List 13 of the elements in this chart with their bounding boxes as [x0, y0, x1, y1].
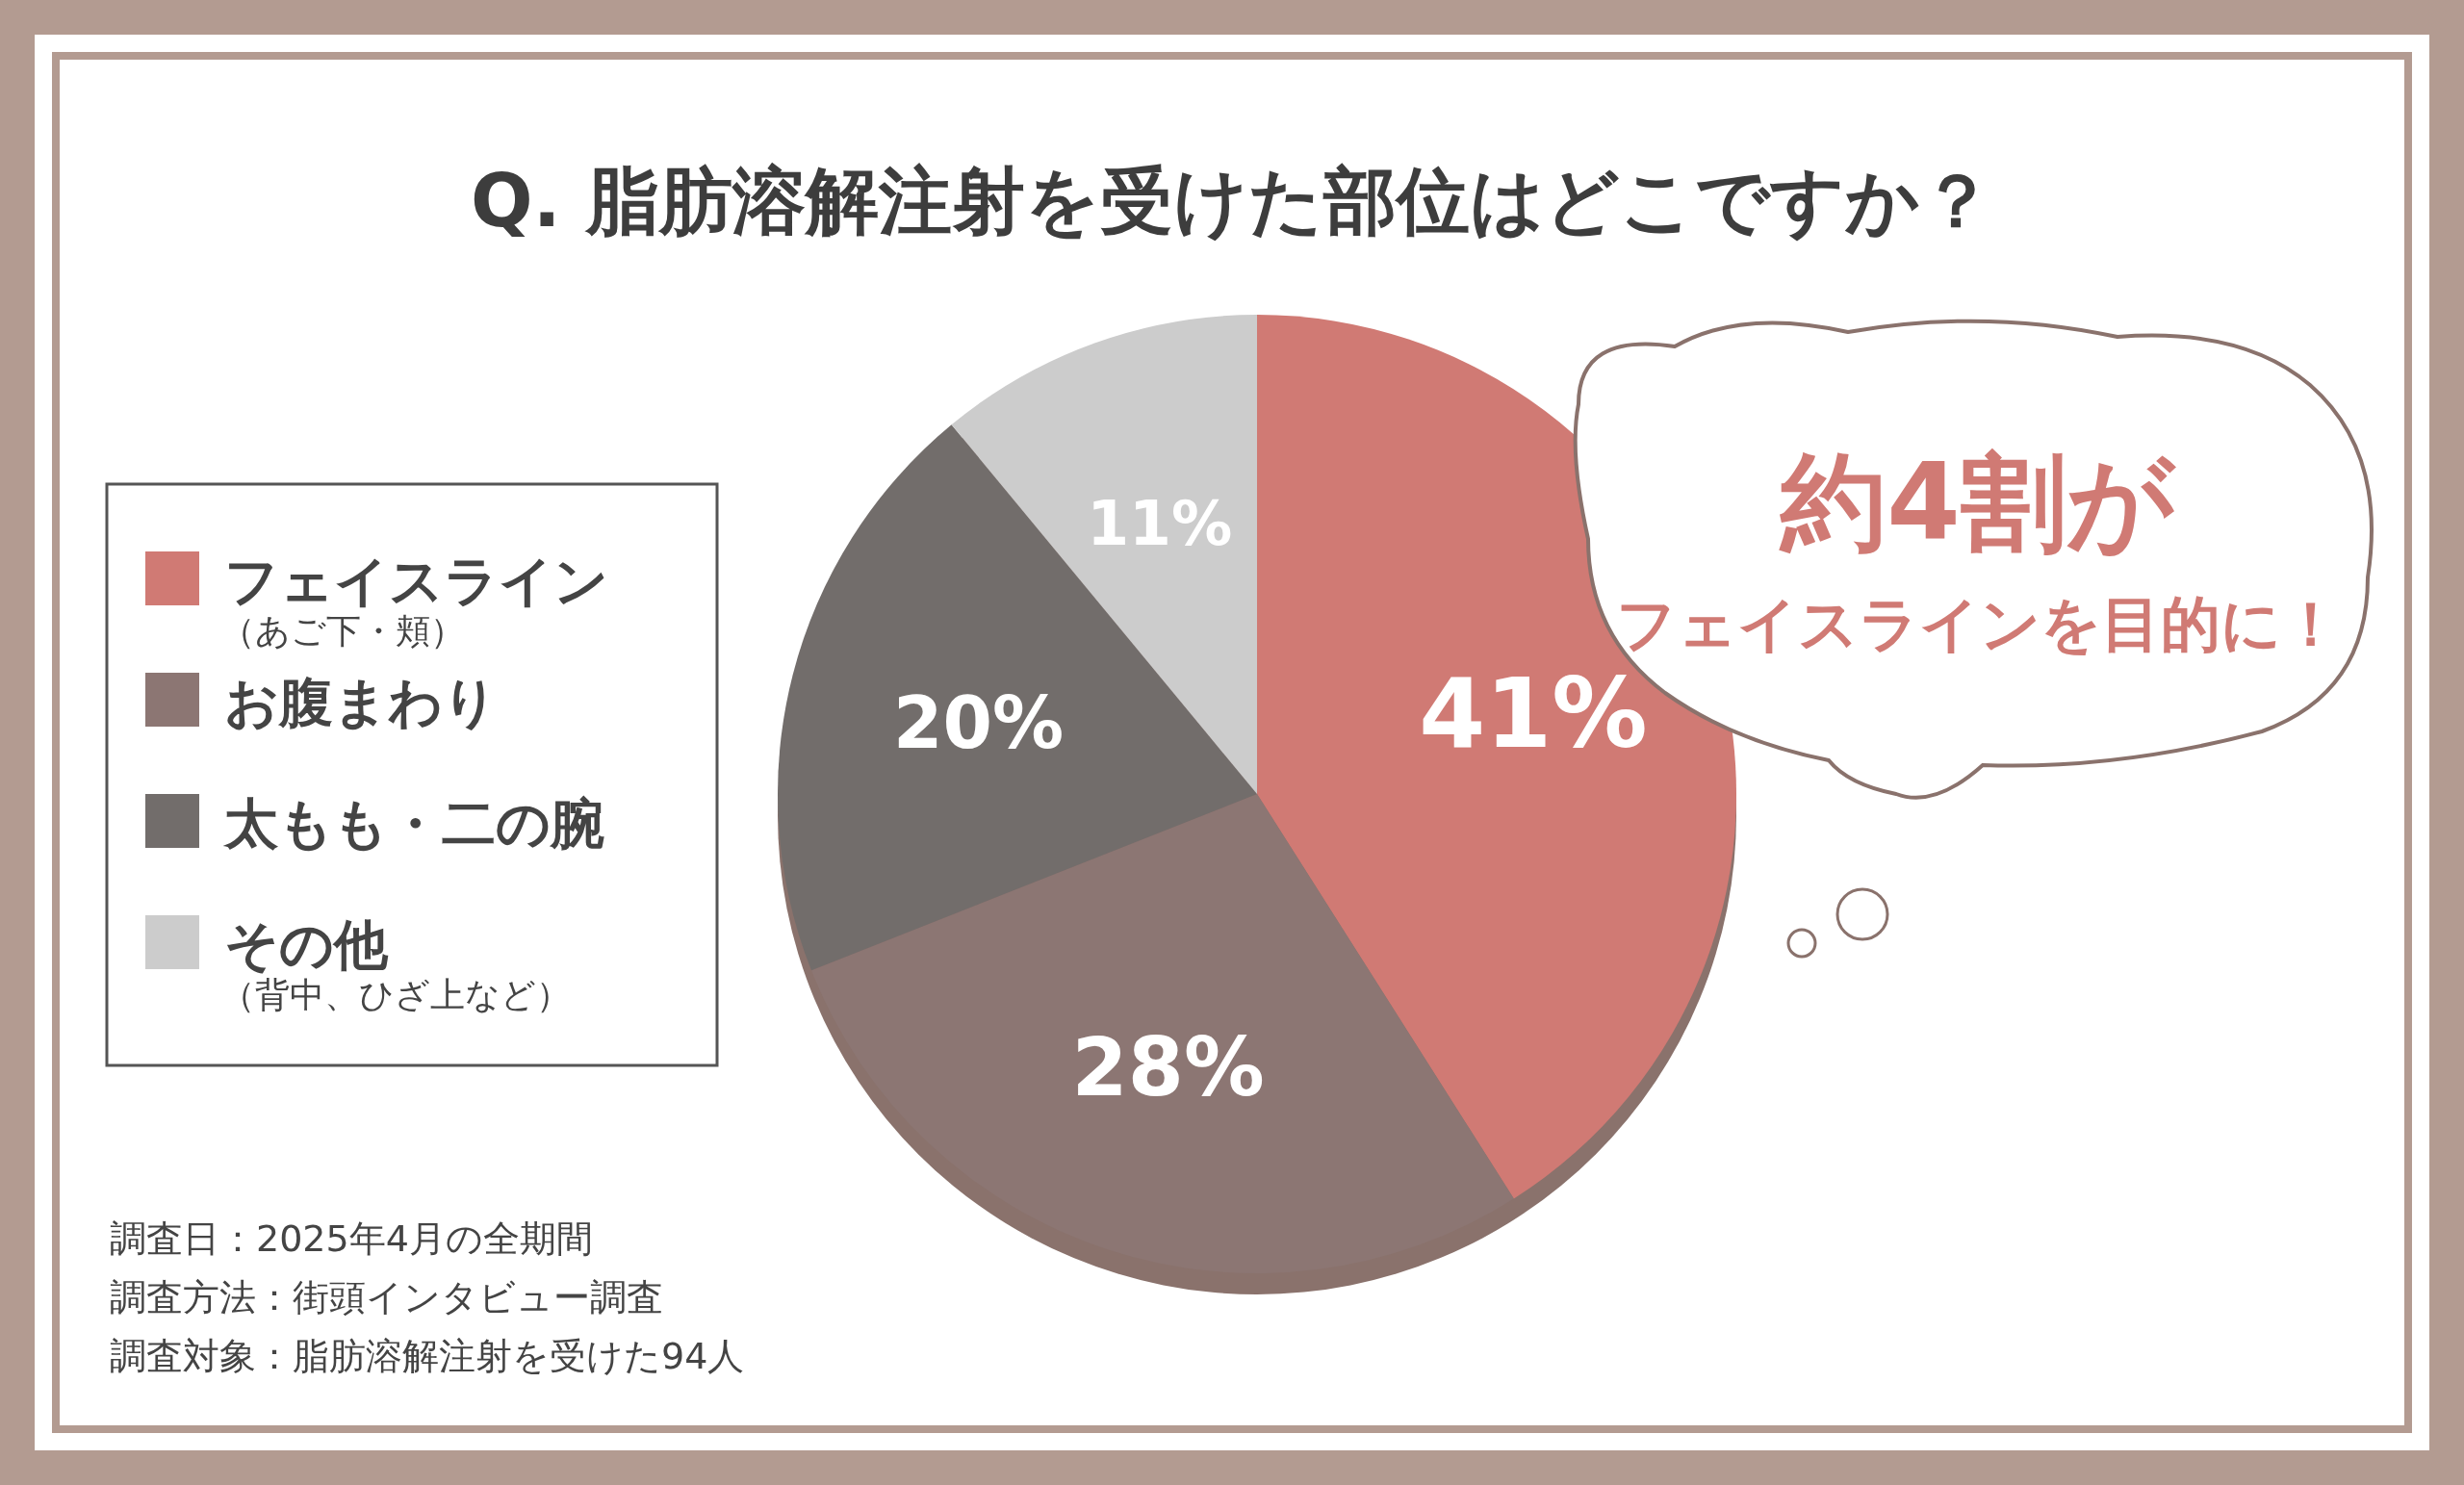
text: 調査対象：脂肪溶解注射を受けた94人: [110, 1335, 745, 1377]
legend-label: フェイスライン（あご下・頬）: [220, 550, 608, 651]
text: 調査方法：街頭インタビュー調査: [110, 1276, 663, 1319]
legend-label: お腹まわり: [224, 671, 498, 733]
chart-title: Q. 脂肪溶解注射を受けた部位はどこですか？: [471, 158, 1993, 243]
text: フェイスラインを目的に！: [1615, 589, 2341, 659]
data-label: 28%: [1071, 1020, 1265, 1115]
legend-label: 太もも・二の腕: [222, 792, 604, 855]
text: 調査日：2025年4月の全期間: [110, 1217, 593, 1260]
legend-label: その他（背中、ひざ上など）: [220, 913, 571, 1014]
text: 約4割が: [1779, 441, 2176, 564]
data-label: 20%: [893, 680, 1065, 764]
data-label: 41%: [1419, 658, 1648, 770]
